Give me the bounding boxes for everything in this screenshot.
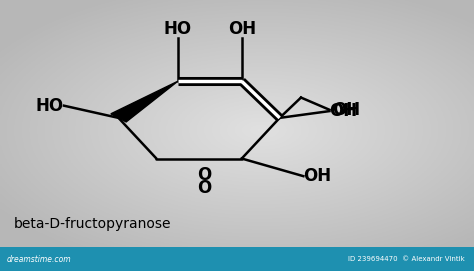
Text: beta-D-fructopyranose: beta-D-fructopyranose: [14, 217, 172, 231]
Polygon shape: [111, 81, 178, 122]
Text: OH: OH: [329, 102, 357, 120]
Text: OH: OH: [228, 20, 256, 38]
Text: HO: HO: [36, 97, 64, 115]
Text: OH: OH: [303, 167, 331, 185]
Text: HO: HO: [164, 20, 192, 38]
Text: O: O: [197, 166, 211, 184]
Text: OH: OH: [332, 101, 360, 119]
Text: O: O: [197, 179, 211, 197]
Text: ID 239694470  © Alexandr Vintik: ID 239694470 © Alexandr Vintik: [348, 256, 465, 262]
Text: dreamstime.com: dreamstime.com: [7, 254, 72, 264]
Bar: [0, 247, 474, 271]
